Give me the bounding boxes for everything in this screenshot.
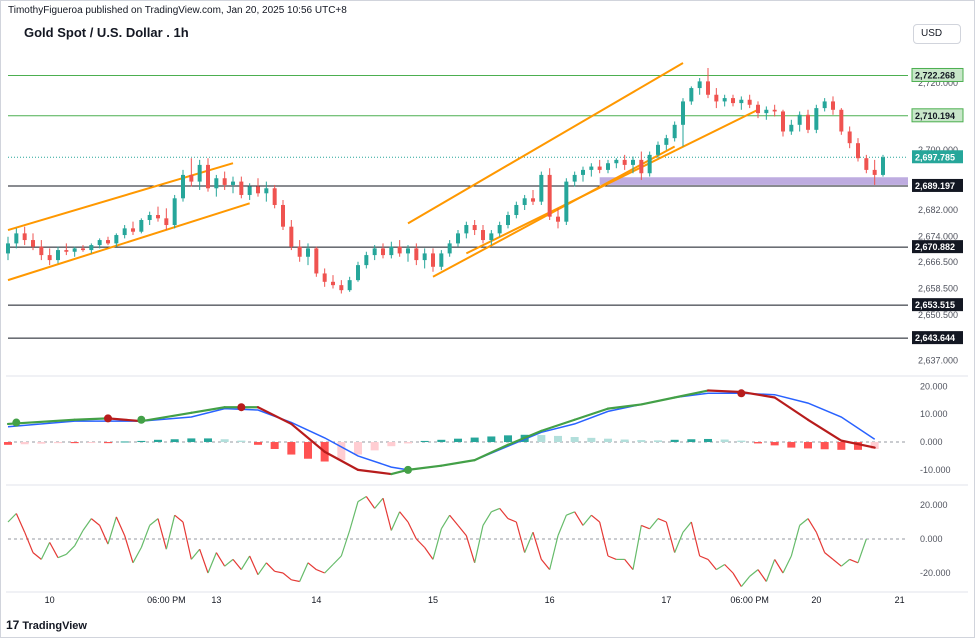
currency-selector[interactable]: USD [913,24,961,44]
tradingview-logo[interactable]: 17 TradingView [6,618,87,632]
publish-info: TimothyFigueroa published on TradingView… [8,5,347,16]
tradingview-logo-mark: 17 [6,618,20,632]
tradingview-brand: TradingView [22,620,87,632]
chart-title: Gold Spot / U.S. Dollar . 1h [24,25,189,40]
